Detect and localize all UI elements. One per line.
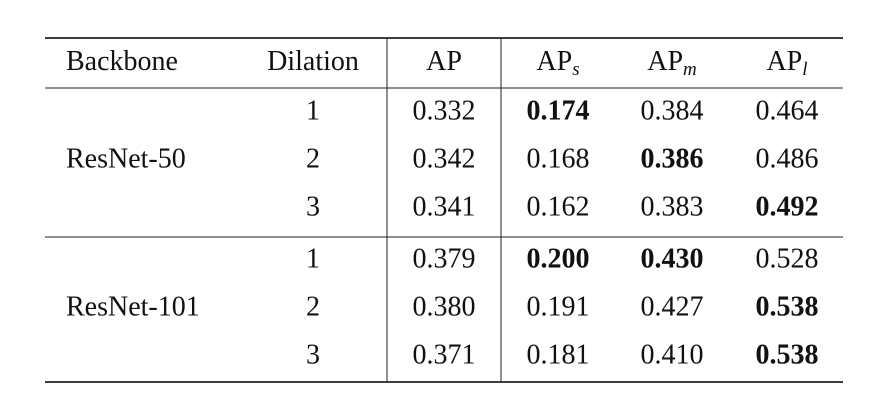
metric-cell: 0.332 (413, 95, 476, 126)
metric-cell: 0.538 (756, 339, 819, 370)
metric-cell: 0.379 (413, 243, 476, 274)
metric-cell: 0.383 (641, 191, 704, 222)
header-text: Backbone (66, 46, 178, 77)
metric-cell: 0.371 (413, 339, 476, 370)
header-cell: Dilation (267, 46, 359, 77)
metric-cell: 0.528 (756, 243, 819, 274)
metric-cell: 0.486 (756, 143, 819, 174)
backbone-cell: ResNet-50 (66, 143, 186, 174)
metric-cell: 0.430 (641, 243, 704, 274)
metric-cell: 0.492 (756, 191, 819, 222)
header-cell: APs (536, 46, 579, 80)
header-text: AP (647, 46, 683, 77)
dilation-cell: 2 (306, 143, 320, 174)
header-subscript: l (802, 59, 807, 80)
dilation-cell: 3 (306, 191, 320, 222)
metric-cell: 0.538 (756, 291, 819, 322)
backbone-cell: ResNet-101 (66, 291, 200, 322)
dilation-cell: 2 (306, 291, 320, 322)
metric-cell: 0.427 (641, 291, 704, 322)
dilation-cell: 1 (306, 95, 320, 126)
metric-cell: 0.341 (413, 191, 476, 222)
metric-cell: 0.200 (527, 243, 590, 274)
metric-cell: 0.174 (527, 95, 590, 126)
header-cell: Backbone (66, 46, 178, 77)
header-subscript: m (683, 59, 697, 80)
metric-cell: 0.464 (756, 95, 819, 126)
header-text: AP (766, 46, 802, 77)
metric-cell: 0.162 (527, 191, 590, 222)
metric-cell: 0.342 (413, 143, 476, 174)
metric-cell: 0.384 (641, 95, 704, 126)
header-text: AP (426, 46, 462, 77)
header-subscript: s (572, 59, 579, 80)
dilation-cell: 1 (306, 243, 320, 274)
metric-cell: 0.181 (527, 339, 590, 370)
metric-cell: 0.191 (527, 291, 590, 322)
metric-cell: 0.380 (413, 291, 476, 322)
header-cell: APl (766, 46, 807, 80)
metric-cell: 0.386 (641, 143, 704, 174)
header-cell: AP (426, 46, 462, 77)
metric-cell: 0.410 (641, 339, 704, 370)
metric-cell: 0.168 (527, 143, 590, 174)
header-cell: APm (647, 46, 697, 80)
header-text: Dilation (267, 46, 359, 77)
header-text: AP (536, 46, 572, 77)
dilation-cell: 3 (306, 339, 320, 370)
